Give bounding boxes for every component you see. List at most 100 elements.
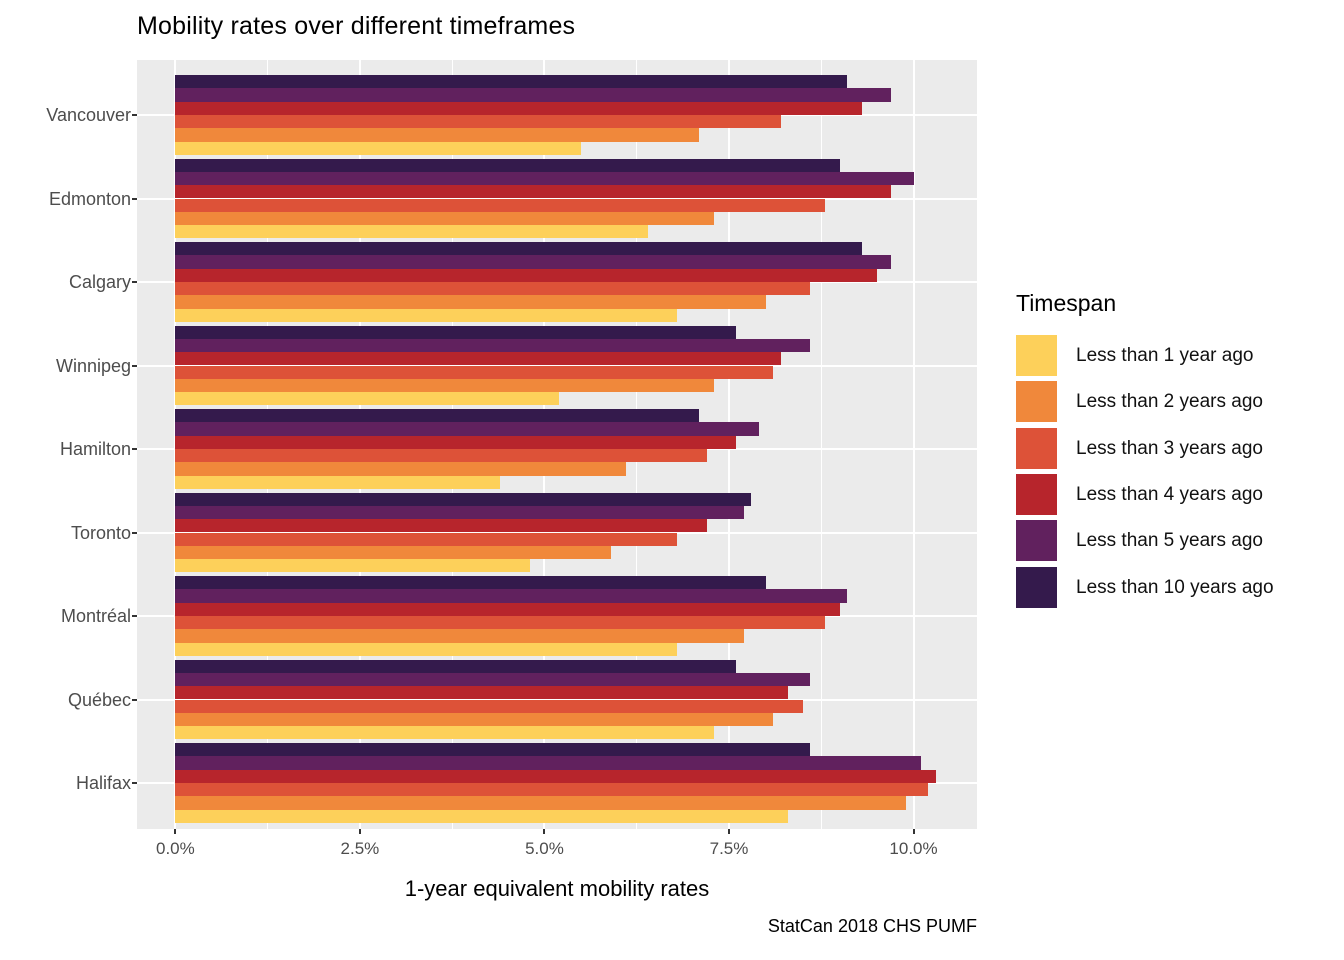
legend-swatch (1016, 381, 1057, 423)
bar-edmonton-1 (175, 158, 840, 172)
bar-calgary-3 (175, 268, 877, 282)
legend-item: Less than 10 years ago (1016, 566, 1336, 608)
bar-qubec-6 (175, 726, 715, 740)
x-tick-label: 0.0% (156, 839, 195, 858)
y-axis-label-vancouver: Vancouver (46, 105, 131, 125)
bar-calgary-4 (175, 282, 811, 296)
y-axis-label-edmonton: Edmonton (48, 188, 131, 209)
bar-halifax-2 (175, 756, 921, 770)
bar-vancouver-3 (175, 101, 862, 115)
x-tick-mark (174, 829, 177, 834)
bar-qubec-2 (175, 672, 811, 687)
legend-item: Less than 5 years ago (1016, 520, 1336, 562)
bar-toronto-5 (175, 545, 611, 560)
x-tick-label: 2.5% (340, 839, 380, 858)
legend-label: Less than 1 year ago (1076, 345, 1254, 366)
y-tick-mark (132, 281, 137, 283)
bar-hamilton-6 (175, 475, 501, 489)
y-tick-mark (132, 782, 137, 784)
bar-vancouver-6 (175, 141, 582, 155)
bar-toronto-4 (175, 532, 678, 546)
bar-calgary-2 (175, 255, 892, 269)
y-tick-mark (132, 531, 137, 534)
legend-title: Timespan (1016, 290, 1117, 316)
bar-hamilton-4 (175, 449, 707, 463)
caption: StatCan 2018 CHS PUMF (767, 916, 977, 936)
legend-items: Less than 1 year ago Less than 2 years ag… (1016, 335, 1336, 613)
bar-edmonton-3 (175, 185, 892, 199)
bar-hamilton-5 (175, 462, 626, 476)
legend-swatch (1016, 473, 1057, 515)
y-tick-mark (132, 114, 137, 116)
bar-montral-5 (175, 629, 744, 643)
bar-vancouver-5 (175, 128, 700, 142)
bar-montral-1 (175, 576, 766, 590)
bar-toronto-3 (175, 519, 707, 533)
bar-winnipeg-5 (175, 378, 715, 393)
bar-halifax-6 (175, 809, 789, 823)
bar-hamilton-2 (175, 422, 759, 436)
bar-vancouver-4 (175, 115, 781, 129)
minor-gridline (820, 60, 822, 829)
bar-montral-4 (175, 616, 825, 630)
bar-hamilton-1 (175, 409, 700, 423)
chart-title: Mobility rates over different timeframes (137, 12, 576, 40)
bar-winnipeg-2 (175, 338, 811, 353)
bar-winnipeg-3 (175, 352, 781, 366)
bar-montral-2 (175, 589, 848, 603)
legend-label: Less than 10 years ago (1076, 576, 1274, 598)
legend-swatch (1016, 427, 1057, 469)
bar-calgary-1 (175, 242, 862, 256)
bar-vancouver-2 (175, 88, 892, 102)
x-tick-label: 7.5% (709, 839, 749, 858)
y-axis-label-qubec: Québec (67, 689, 131, 710)
bar-qubec-1 (175, 659, 737, 673)
y-tick-mark (132, 448, 137, 450)
legend-swatch (1016, 566, 1057, 608)
bar-calgary-5 (175, 295, 766, 309)
x-tick-mark (727, 829, 730, 834)
y-tick-mark (132, 197, 137, 200)
bar-halifax-5 (175, 796, 907, 810)
major-gridline (912, 60, 915, 829)
bar-toronto-1 (175, 492, 752, 506)
legend-item: Less than 3 years ago (1016, 427, 1336, 469)
bar-toronto-6 (175, 559, 530, 573)
bar-halifax-3 (175, 769, 936, 783)
legend-label: Less than 3 years ago (1076, 437, 1263, 459)
y-tick-mark (132, 364, 137, 367)
legend-item: Less than 4 years ago (1016, 473, 1336, 515)
x-tick-label: 10.0% (889, 839, 938, 858)
bar-halifax-1 (175, 743, 811, 757)
bar-hamilton-3 (175, 435, 737, 449)
legend: Timespan Less than 1 year ago Less than 2… (1016, 290, 1336, 613)
x-tick-mark (912, 829, 915, 834)
bar-winnipeg-1 (175, 325, 737, 339)
y-axis-label-halifax: Halifax (75, 773, 131, 793)
bar-toronto-2 (175, 505, 744, 520)
legend-item: Less than 2 years ago (1016, 381, 1336, 423)
bar-winnipeg-4 (175, 365, 774, 379)
bar-qubec-5 (175, 712, 774, 727)
legend-label: Less than 5 years ago (1076, 530, 1263, 552)
bar-vancouver-1 (175, 75, 848, 89)
bar-halifax-4 (175, 783, 929, 797)
y-axis-label-toronto: Toronto (70, 522, 131, 543)
y-axis-label-calgary: Calgary (68, 272, 131, 292)
x-axis-title: 1-year equivalent mobility rates (404, 876, 710, 901)
bar-edmonton-2 (175, 171, 914, 186)
x-tick-mark (358, 829, 361, 834)
bar-winnipeg-6 (175, 392, 560, 406)
x-tick-mark (543, 829, 546, 834)
y-tick-mark (132, 698, 137, 701)
bar-edmonton-4 (175, 198, 825, 212)
y-axis-label-montral: Montréal (60, 606, 131, 626)
x-tick-label: 5.0% (525, 839, 564, 858)
bar-edmonton-5 (175, 211, 715, 226)
y-axis-label-hamilton: Hamilton (59, 439, 131, 459)
legend-swatch (1016, 520, 1057, 562)
legend-label: Less than 2 years ago (1076, 391, 1263, 413)
bar-montral-6 (175, 642, 678, 656)
plot-panel (137, 60, 977, 829)
